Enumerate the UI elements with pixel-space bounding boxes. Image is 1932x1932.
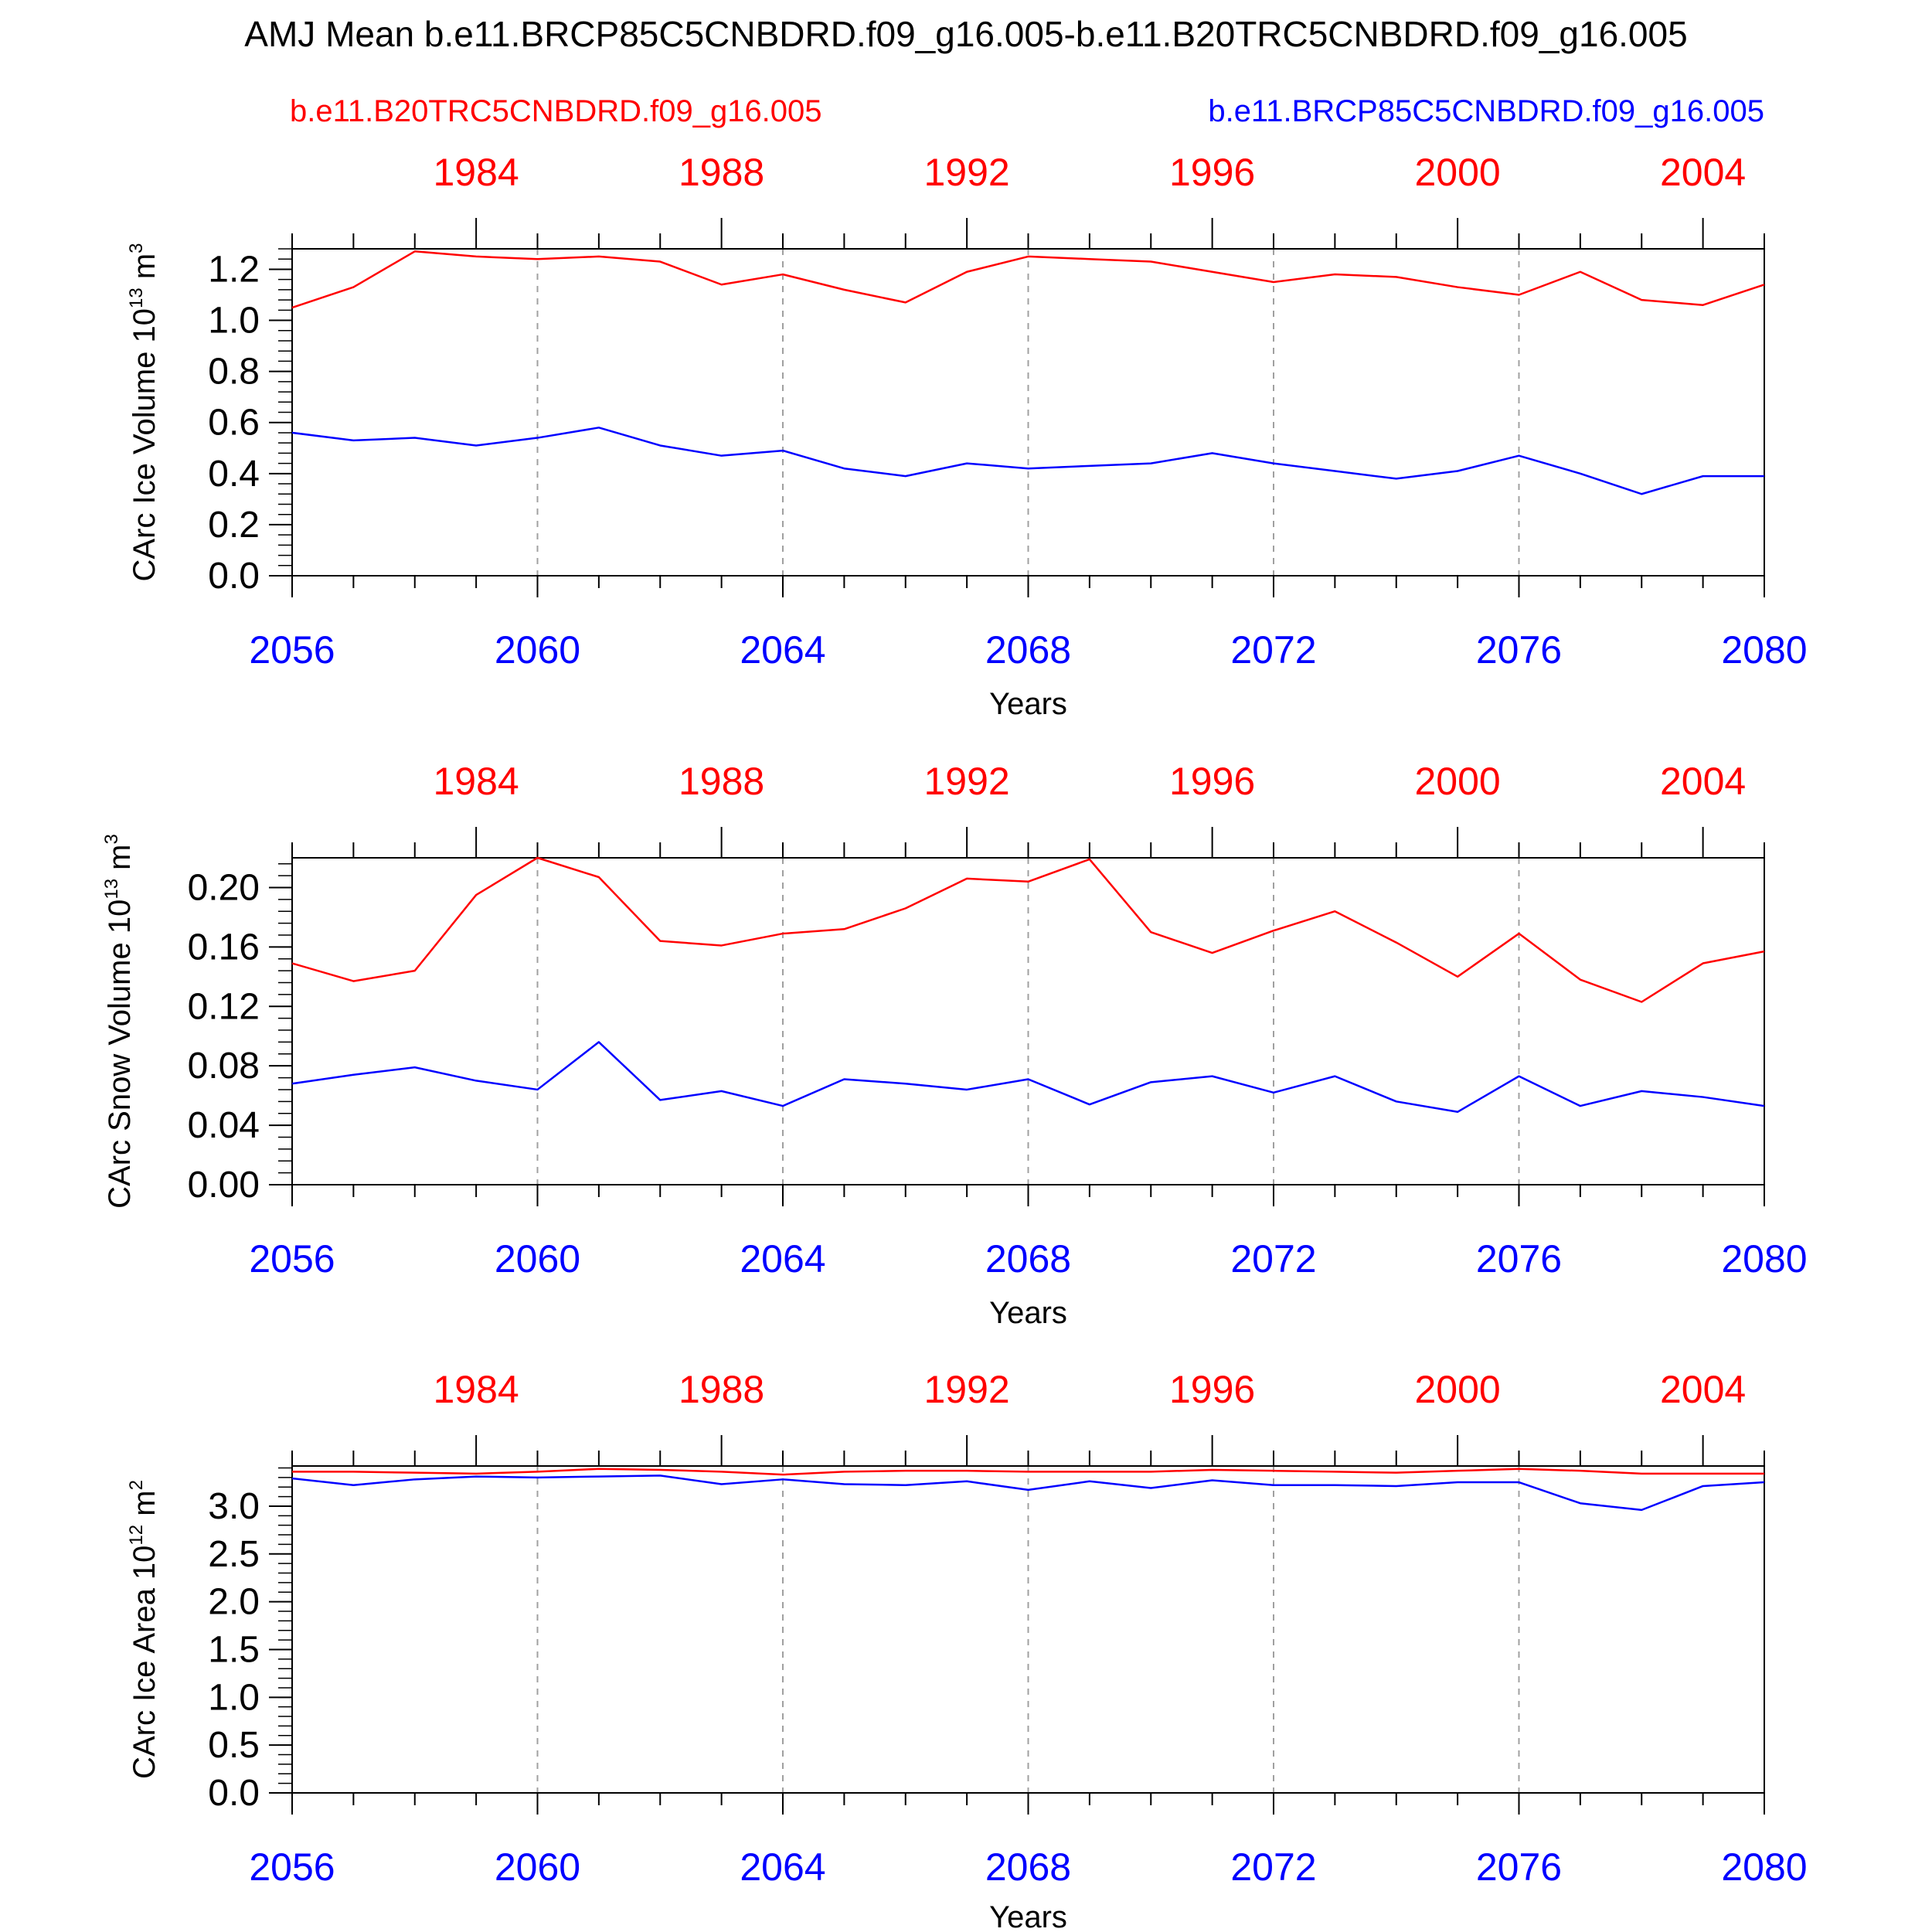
plot-frame: [291, 1465, 1765, 1794]
series-line-red: [292, 1468, 1764, 1476]
x-tick-label-top: 1988: [679, 1368, 764, 1411]
x-tick-label-bottom: 2056: [249, 628, 335, 672]
plot-frame: [291, 248, 1765, 577]
chart-panel-1: 0.0 0.2 0.4 0.6 0.8 1.0 1.2 2056 2060 2064 2068 207…: [126, 151, 1808, 721]
x-axis-label: Years: [989, 1900, 1067, 1932]
x-tick-label-bottom: 2068: [985, 628, 1071, 672]
legend-right-label: b.e11.BRCP85C5CNBDRD.f09_g16.005: [1208, 94, 1764, 128]
legend-left-label: b.e11.B20TRC5CNBDRD.f09_g16.005: [290, 94, 822, 128]
x-tick-label-bottom: 2064: [740, 1237, 825, 1281]
y-axis-label: CArc Snow Volume 1013 m3: [101, 834, 137, 1209]
series-line-blue: [291, 427, 1764, 495]
x-tick-label-bottom: 2072: [1230, 628, 1316, 672]
x-tick-label-top: 1988: [679, 151, 764, 194]
x-tick-label-top: 2000: [1415, 1368, 1501, 1411]
x-tick-label-top: 1988: [679, 760, 764, 803]
y-tick-label: 0.08: [188, 1046, 260, 1087]
x-tick-label-top: 1992: [924, 151, 1010, 194]
x-tick-label-bottom: 2060: [495, 1845, 580, 1889]
x-tick-label-top: 2004: [1660, 151, 1746, 194]
y-axis-label: CArc Ice Volume 1013 m3: [126, 243, 162, 582]
y-tick-label: 0.2: [208, 505, 260, 546]
x-tick-label-bottom: 2064: [740, 1845, 825, 1889]
x-tick-label-bottom: 2072: [1230, 1845, 1316, 1889]
x-tick-label-bottom: 2076: [1476, 628, 1562, 672]
y-tick-label: 0.4: [208, 454, 260, 495]
y-tick-label: 0.16: [188, 927, 260, 968]
y-tick-label: 0.04: [188, 1105, 260, 1146]
x-tick-label-top: 2000: [1415, 760, 1501, 803]
y-tick-label: 0.5: [208, 1725, 260, 1766]
y-tick-label: 1.2: [208, 249, 260, 290]
y-tick-label: 0.12: [188, 986, 260, 1027]
x-tick-label-top: 2004: [1660, 760, 1746, 803]
figure-title: AMJ Mean b.e11.BRCP85C5CNBDRD.f09_g16.00…: [244, 14, 1687, 54]
x-tick-label-top: 1996: [1169, 151, 1255, 194]
series-line-blue: [291, 1041, 1765, 1114]
x-tick-label-top: 1992: [924, 1368, 1010, 1411]
series-line-blue: [291, 1475, 1765, 1512]
x-axis-label: Years: [989, 687, 1067, 721]
x-tick-label-top: 1996: [1169, 1368, 1255, 1411]
x-tick-label-bottom: 2072: [1230, 1237, 1316, 1281]
x-tick-label-bottom: 2076: [1476, 1845, 1562, 1889]
x-tick-label-bottom: 2064: [740, 628, 825, 672]
y-axis-label: CArc Ice Area 1012 m2: [126, 1480, 162, 1779]
x-tick-label-top: 1992: [924, 760, 1010, 803]
series-line-red: [291, 250, 1765, 309]
x-tick-label-top: 2000: [1415, 151, 1501, 194]
x-tick-label-top: 1996: [1169, 760, 1255, 803]
x-axis-label: Years: [989, 1296, 1067, 1330]
y-tick-label: 0.0: [208, 556, 260, 597]
x-tick-label-bottom: 2068: [985, 1845, 1071, 1889]
x-tick-label-bottom: 2068: [985, 1237, 1071, 1281]
plot-frame: [291, 857, 1765, 1185]
chart-panels: 0.0 0.2 0.4 0.6 0.8 1.0 1.2 2056 2060 2064 2068 207…: [101, 151, 1808, 1932]
x-tick-label-bottom: 2060: [495, 1237, 580, 1281]
x-tick-label-bottom: 2060: [495, 628, 580, 672]
y-tick-label: 2.5: [208, 1534, 260, 1575]
y-tick-label: 1.0: [208, 301, 260, 342]
y-tick-label: 2.0: [208, 1582, 260, 1623]
x-tick-label-bottom: 2080: [1721, 1237, 1807, 1281]
y-tick-label: 0.00: [188, 1165, 260, 1206]
x-tick-label-top: 1984: [434, 1368, 519, 1411]
y-tick-label: 0.8: [208, 352, 260, 393]
x-tick-label-top: 1984: [434, 760, 519, 803]
chart-panel-2: 0.00 0.04 0.08 0.12 0.16 0.20 2056 2060 2064 2068…: [101, 760, 1808, 1330]
y-tick-label: 3.0: [208, 1486, 260, 1527]
x-tick-label-top: 1984: [434, 151, 519, 194]
x-tick-label-bottom: 2056: [249, 1845, 335, 1889]
y-tick-label: 0.0: [208, 1773, 260, 1814]
x-tick-label-top: 2004: [1660, 1368, 1746, 1411]
y-tick-label: 1.0: [208, 1677, 260, 1718]
x-tick-label-bottom: 2080: [1721, 1845, 1807, 1889]
y-tick-label: 1.5: [208, 1629, 260, 1670]
x-tick-label-bottom: 2056: [249, 1237, 335, 1281]
x-tick-label-bottom: 2076: [1476, 1237, 1562, 1281]
y-tick-label: 0.6: [208, 403, 260, 444]
chart-panel-3: 0.0 0.5 1.0 1.5 2.0 2.5 3.0 2056 2060 2064 2068 207…: [126, 1368, 1808, 1932]
x-tick-label-bottom: 2080: [1721, 628, 1807, 672]
y-tick-label: 0.20: [188, 867, 260, 908]
series-line-red: [291, 856, 1765, 1003]
